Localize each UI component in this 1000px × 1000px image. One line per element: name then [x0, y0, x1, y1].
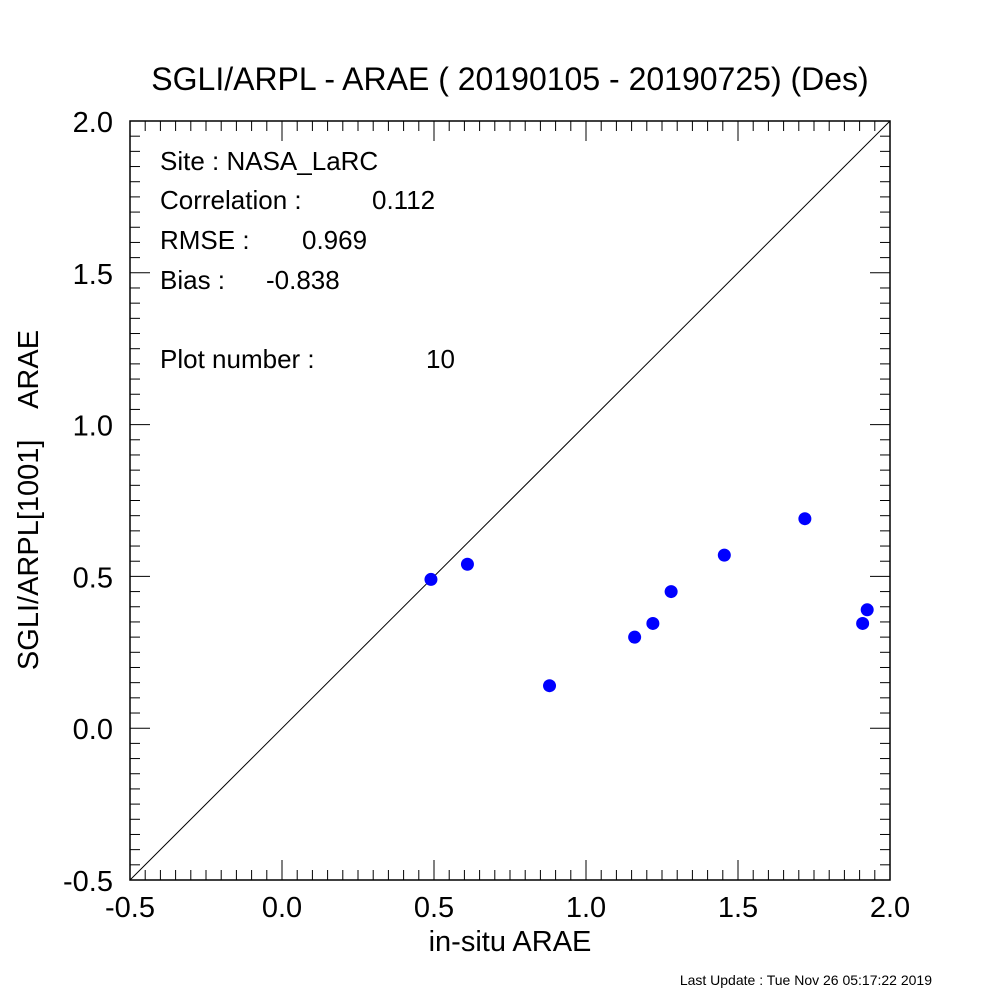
rmse-label: RMSE : — [160, 225, 250, 255]
data-point — [856, 616, 870, 630]
plot-number-value: 10 — [426, 344, 455, 374]
y-tick-label: 1.5 — [73, 259, 113, 291]
stats-box: Site : NASA_LaRC Correlation : 0.112 RMS… — [160, 146, 455, 374]
data-point — [664, 585, 678, 599]
x-tick-label: 2.0 — [870, 892, 910, 924]
one-to-one-line — [129, 120, 891, 881]
data-point — [646, 616, 660, 630]
rmse-value: 0.969 — [302, 225, 367, 255]
last-update: Last Update : Tue Nov 26 05:17:22 2019 — [680, 972, 932, 988]
site-label: Site : NASA_LaRC — [160, 146, 378, 176]
y-tick-label: 0.5 — [73, 562, 113, 594]
y-tick-label: 2.0 — [73, 107, 113, 139]
x-tick-label: -0.5 — [105, 892, 155, 924]
x-tick-label: 0.0 — [262, 892, 302, 924]
chart-title: SGLI/ARPL - ARAE ( 20190105 - 20190725) … — [151, 61, 868, 97]
plot-number-label: Plot number : — [160, 344, 315, 374]
tick-marks — [129, 120, 891, 881]
data-point — [460, 557, 474, 571]
y-tick-label: 1.0 — [73, 411, 113, 443]
data-point — [798, 512, 812, 526]
tick-labels: -0.5 0.0 0.5 1.0 1.5 2.0 -0.5 0.0 0.5 1.0 1.5 2.0 — [63, 107, 910, 924]
y-tick-label: 0.0 — [73, 714, 113, 746]
y-tick-label: -0.5 — [63, 866, 113, 898]
data-point — [424, 572, 438, 586]
plot-frame — [129, 120, 891, 881]
x-tick-label: 1.0 — [566, 892, 606, 924]
data-point — [717, 548, 731, 562]
x-tick-label: 1.5 — [718, 892, 758, 924]
x-axis-label: in-situ ARAE — [429, 926, 592, 958]
data-point — [543, 679, 557, 693]
bias-label: Bias : — [160, 265, 225, 295]
x-tick-label: 0.5 — [414, 892, 454, 924]
data-point — [628, 630, 642, 644]
data-points — [424, 512, 874, 693]
bias-value: -0.838 — [266, 265, 340, 295]
data-point — [860, 603, 874, 617]
correlation-label: Correlation : — [160, 185, 302, 215]
y-axis-label: SGLI/ARPL[1001] ARAE — [13, 330, 45, 670]
correlation-value: 0.112 — [372, 185, 435, 215]
